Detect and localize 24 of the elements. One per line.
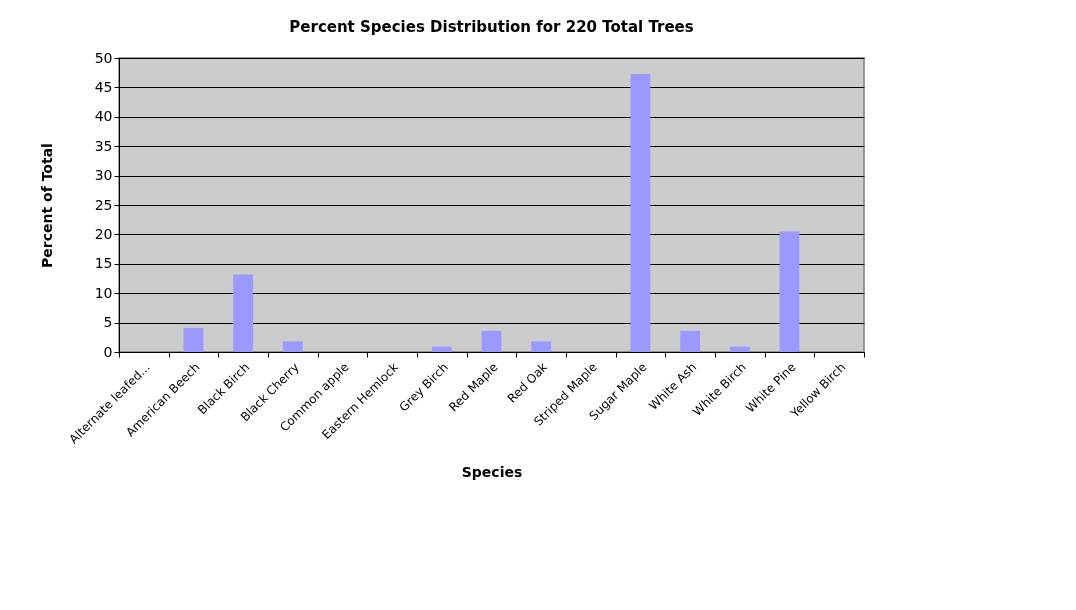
bar [481, 330, 502, 352]
y-tick-label: 20 [94, 225, 113, 242]
y-tick-label: 5 [103, 314, 113, 331]
bar [431, 346, 452, 352]
bar [183, 327, 204, 352]
bar [282, 341, 303, 352]
bar [729, 346, 750, 352]
bar [630, 73, 651, 352]
y-tick-label: 0 [103, 343, 113, 360]
y-tick-label: 25 [94, 196, 113, 213]
y-tick-label: 40 [94, 108, 113, 125]
y-tick-label: 35 [94, 137, 113, 154]
bar [779, 231, 800, 352]
bar [531, 341, 552, 352]
y-axis-title: Percent of Total [38, 143, 55, 268]
y-tick-label: 10 [94, 284, 113, 301]
bar [233, 274, 254, 352]
y-tick-label: 50 [94, 49, 113, 66]
y-tick-label: 30 [94, 167, 113, 184]
y-tick-label: 45 [94, 78, 113, 95]
chart-title: Percent Species Distribution for 220 Total Trees [289, 18, 694, 36]
y-tick-label: 15 [94, 255, 113, 272]
x-axis-title: Species [461, 463, 523, 480]
bar [680, 330, 701, 352]
